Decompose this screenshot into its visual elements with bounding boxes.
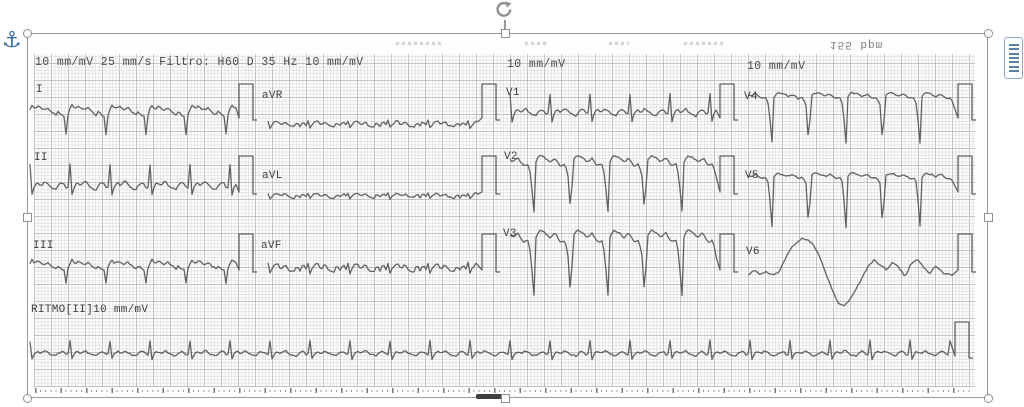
faded-print-artifact (684, 42, 726, 45)
lead-label-v4: V4 (744, 91, 758, 103)
bottom-dark-marker (476, 394, 502, 399)
faded-print-artifact (525, 42, 547, 45)
lead-label-avf: aVF (261, 240, 282, 252)
rotate-handle-icon[interactable] (493, 1, 515, 21)
selection-handle-bottom-center[interactable] (500, 393, 510, 403)
lead-label-i: I (36, 84, 43, 96)
ecg-header-settings: 10 mm/mV 25 mm/s Filtro: H60 D 35 Hz 10 … (35, 56, 364, 69)
selection-handle-bottom-right[interactable] (983, 393, 993, 403)
selection-handle-top-left[interactable] (22, 28, 32, 38)
ecg-header-gain-mid: 10 mm/mV (507, 58, 566, 71)
ecg-grid-paper (34, 54, 975, 387)
selection-handle-bottom-left[interactable] (22, 393, 32, 403)
ecg-header-gain-right: 10 mm/mV (747, 60, 806, 73)
lead-label-v5: V5 (745, 170, 759, 182)
lead-label-ii: II (34, 152, 48, 164)
lead-label-v3: V3 (503, 228, 517, 240)
layout-options-lines-icon (1008, 43, 1019, 46)
selection-handle-mid-right[interactable] (983, 212, 993, 222)
selection-handle-mid-left[interactable] (22, 212, 32, 222)
rotate-handle-stem (504, 20, 506, 33)
layout-options-button[interactable] (1004, 37, 1023, 79)
lead-label-iii: III (33, 240, 54, 252)
lead-label-v1: V1 (506, 87, 520, 99)
selection-handle-top-center[interactable] (500, 28, 510, 38)
ecg-time-ruler (35, 388, 971, 394)
selection-handle-top-right[interactable] (983, 28, 993, 38)
heart-rate-label: 155 bpm (830, 38, 884, 50)
lead-label-v2: V2 (504, 151, 518, 163)
anchor-icon[interactable]: ⚓ (2, 28, 22, 53)
faded-print-artifact (396, 42, 442, 45)
faded-print-artifact (609, 42, 629, 45)
lead-label-avr: aVR (262, 90, 283, 102)
lead-label-v6: V6 (746, 246, 760, 258)
lead-label-ritmoii10mmmv: RITMO[II]10 mm/mV (31, 304, 149, 316)
lead-label-avl: aVL (262, 170, 283, 182)
